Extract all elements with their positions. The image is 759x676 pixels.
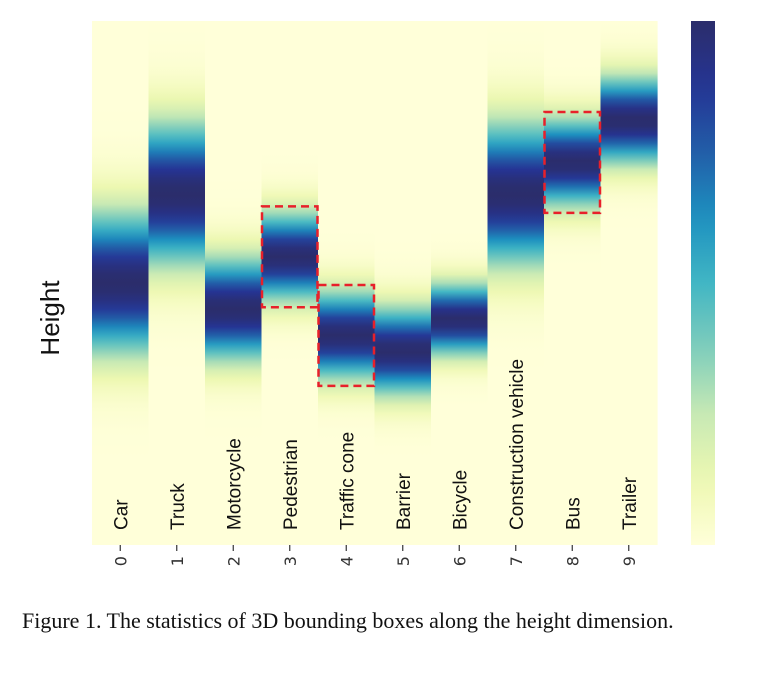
- x-tick-label-9: 9: [620, 556, 639, 566]
- heatmap-column-9: [600, 21, 658, 545]
- x-tick-label-8: 8: [563, 556, 582, 566]
- heatmap-column-8: [544, 21, 602, 545]
- category-label-1: Truck: [168, 483, 189, 530]
- x-tick-label-0: 0: [111, 556, 130, 566]
- heatmap-column-2: [205, 21, 263, 545]
- category-label-2: Motorcycle: [224, 438, 245, 530]
- highlight-box-3: [260, 205, 319, 309]
- y-axis-label: Height: [35, 280, 65, 356]
- heatmap-column-7: [487, 21, 545, 545]
- category-label-8: Bus: [563, 497, 584, 530]
- colorbar: [691, 21, 715, 545]
- heatmap-columns: [92, 21, 658, 545]
- category-labels: Car Truck Motorcycle Pedestrian Traffic cone…: [111, 359, 641, 530]
- x-tick-label-2: 2: [224, 556, 243, 566]
- category-label-6: Bicycle: [450, 470, 471, 530]
- highlight-boxes: [260, 110, 602, 388]
- heatmap-column-1: [148, 21, 206, 545]
- category-label-7: Construction vehicle: [507, 359, 528, 530]
- figure-caption: Figure 1. The statistics of 3D bounding …: [22, 608, 674, 633]
- highlight-box-4: [317, 283, 376, 388]
- heatmap-column-6: [431, 21, 489, 545]
- category-label-4: Traffic cone: [337, 432, 358, 530]
- category-label-0: Car: [111, 499, 132, 530]
- x-ticks: 0 1 2 3 4 5 6 7 8 9: [111, 545, 639, 566]
- highlight-box-8: [543, 110, 602, 215]
- heatmap-column-5: [374, 21, 432, 545]
- heatmap-column-0: [92, 21, 150, 545]
- x-tick-label-3: 3: [281, 556, 300, 566]
- heatmap-column-4: [318, 21, 376, 545]
- x-tick-label-6: 6: [450, 556, 469, 566]
- x-tick-label-7: 7: [507, 556, 526, 566]
- heatmap-column-3: [261, 21, 319, 545]
- category-label-9: Trailer: [620, 476, 641, 530]
- x-tick-label-1: 1: [168, 556, 187, 566]
- category-label-5: Barrier: [394, 472, 415, 530]
- x-tick-label-5: 5: [394, 556, 413, 566]
- category-label-3: Pedestrian: [281, 439, 302, 530]
- x-tick-label-4: 4: [337, 556, 356, 566]
